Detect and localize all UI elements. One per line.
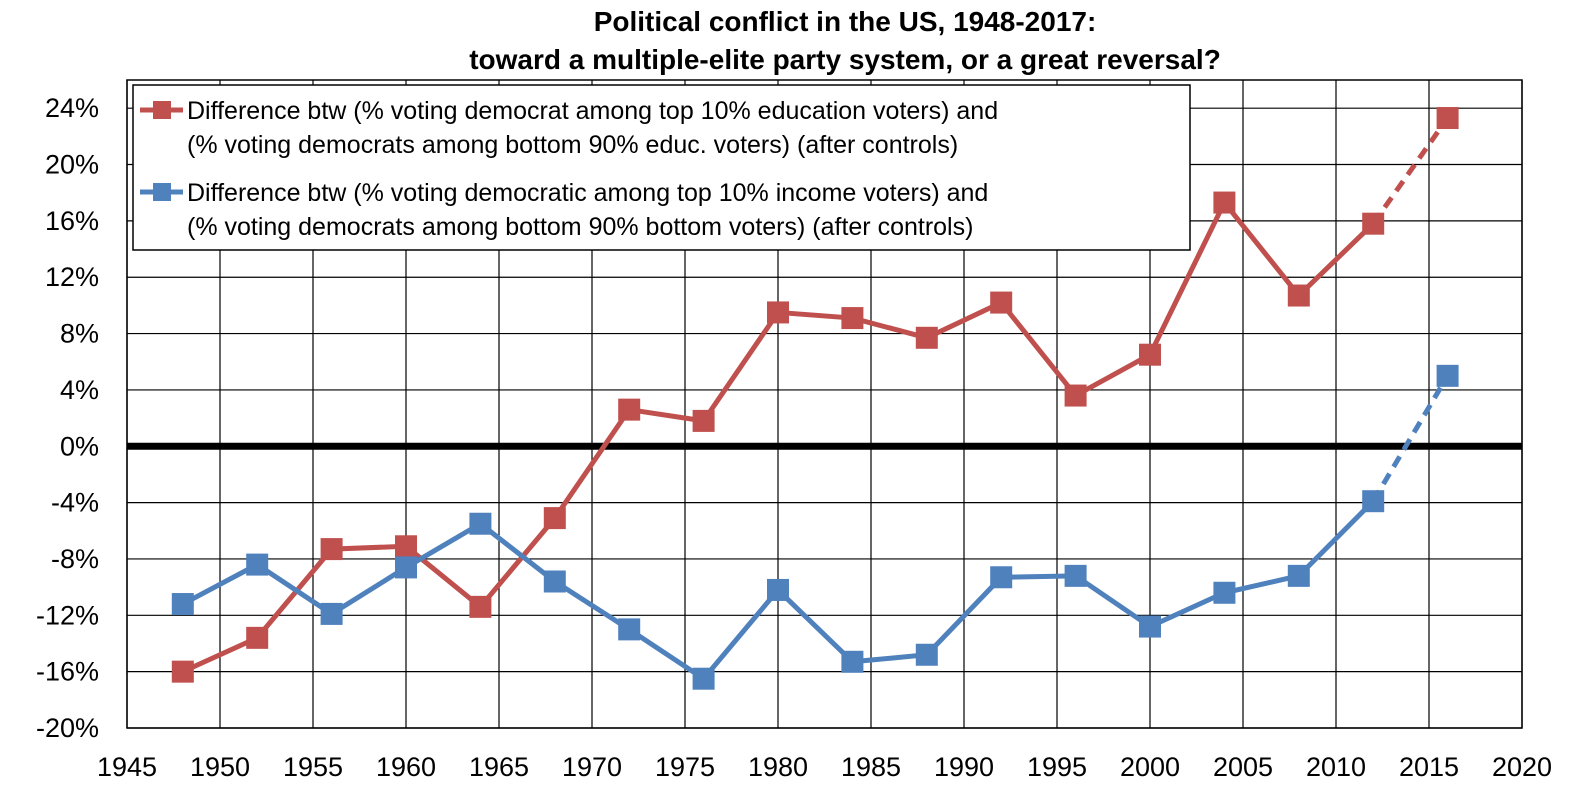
chart-title-line2: toward a multiple-elite party system, or… <box>469 44 1221 75</box>
x-tick-label: 1970 <box>562 752 622 782</box>
x-tick-label: 2005 <box>1213 752 1273 782</box>
x-tick-label: 1950 <box>190 752 250 782</box>
data-point-1-2012 <box>1362 490 1385 513</box>
legend-label-income-2: (% voting democrats among bottom 90% bot… <box>187 213 973 241</box>
x-tick-label: 1965 <box>469 752 529 782</box>
x-tick-label: 2010 <box>1306 752 1366 782</box>
data-point-0-1996 <box>1064 384 1087 407</box>
data-point-0-1988 <box>915 326 938 349</box>
data-point-0-2008 <box>1287 284 1310 307</box>
data-point-1-1948 <box>171 593 194 616</box>
x-tick-label: 1960 <box>376 752 436 782</box>
y-tick-label: 12% <box>45 262 99 292</box>
data-point-1-1992 <box>990 566 1013 589</box>
y-tick-label: 16% <box>45 206 99 236</box>
data-point-0-1992 <box>990 291 1013 314</box>
series-dashed-segment-0 <box>1371 116 1450 226</box>
x-tick-label: 1980 <box>748 752 808 782</box>
data-point-0-1976 <box>692 409 715 432</box>
data-point-1-1996 <box>1064 564 1087 587</box>
chart-title-line1: Political conflict in the US, 1948-2017: <box>593 6 1097 37</box>
data-point-0-1956 <box>320 538 343 561</box>
x-tick-label: 1955 <box>283 752 343 782</box>
data-point-1-1956 <box>320 602 343 625</box>
data-point-1-1964 <box>469 512 492 535</box>
y-tick-label: -20% <box>36 713 99 743</box>
y-tick-label: 8% <box>60 319 99 349</box>
legend: Difference btw (% voting democrat among … <box>132 84 1191 251</box>
data-point-0-1968 <box>543 507 566 530</box>
y-tick-label: 4% <box>60 375 99 405</box>
data-point-1-1952 <box>246 553 269 576</box>
data-point-0-2016 <box>1436 107 1459 130</box>
data-point-1-1976 <box>692 667 715 690</box>
data-point-0-1952 <box>246 626 269 649</box>
data-point-1-1988 <box>915 643 938 666</box>
data-point-0-1972 <box>618 398 641 421</box>
legend-box <box>132 84 1191 251</box>
data-point-1-1960 <box>395 556 417 579</box>
data-point-0-2004 <box>1213 191 1236 214</box>
y-tick-label: 20% <box>45 150 99 180</box>
series-dashed-segment-1 <box>1371 374 1450 503</box>
x-tick-label: 2020 <box>1492 752 1552 782</box>
x-tick-label: 1990 <box>934 752 994 782</box>
ticks: 1945 1950 1955 1960 1965 1970 1975 1980 1985 1990… <box>36 93 1552 782</box>
data-point-1-2008 <box>1287 564 1310 587</box>
data-point-1-2004 <box>1213 581 1236 604</box>
data-point-1-1984 <box>841 650 864 673</box>
data-point-0-1964 <box>469 595 492 618</box>
data-point-0-2012 <box>1362 212 1385 235</box>
y-tick-label: 0% <box>60 431 99 461</box>
series <box>171 107 1459 690</box>
legend-label-education-2: (% voting democrats among bottom 90% edu… <box>187 131 958 159</box>
x-tick-label: 1995 <box>1027 752 1087 782</box>
data-point-1-1980 <box>767 578 789 601</box>
data-point-1-1968 <box>543 570 566 593</box>
legend-label-income-1: Difference btw (% voting democratic amon… <box>187 179 988 207</box>
data-point-1-2016 <box>1436 364 1459 387</box>
data-point-0-2000 <box>1139 343 1161 366</box>
x-tick-label: 2015 <box>1399 752 1459 782</box>
data-point-0-1984 <box>841 307 864 330</box>
data-point-0-1980 <box>767 301 789 324</box>
y-tick-label: 24% <box>45 93 99 123</box>
x-tick-label: 1945 <box>97 752 157 782</box>
x-tick-label: 2000 <box>1120 752 1180 782</box>
data-point-1-1972 <box>618 618 641 641</box>
y-tick-label: -12% <box>36 600 99 630</box>
legend-label-education-1: Difference btw (% voting democrat among … <box>187 97 998 125</box>
y-tick-label: -4% <box>51 488 99 518</box>
data-point-1-2000 <box>1139 615 1161 638</box>
y-tick-label: -16% <box>36 657 99 687</box>
legend-marker-education <box>153 101 171 119</box>
data-point-0-1960 <box>395 535 417 558</box>
legend-marker-income <box>153 183 171 201</box>
x-tick-label: 1975 <box>655 752 715 782</box>
data-point-0-1948 <box>171 660 194 683</box>
y-tick-label: -8% <box>51 544 99 574</box>
x-tick-label: 1985 <box>841 752 901 782</box>
